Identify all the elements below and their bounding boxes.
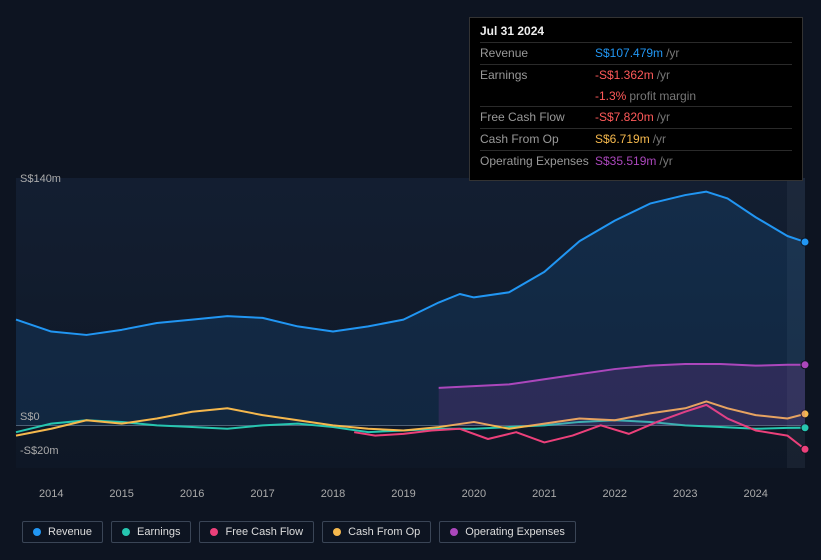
legend-item-label: Revenue — [48, 526, 92, 538]
legend-item-label: Cash From Op — [348, 526, 420, 538]
tooltip-row: Free Cash Flow-S$7.820m /yr — [480, 106, 792, 128]
chart-svg — [16, 178, 805, 468]
series-end-dot-revenue — [801, 238, 809, 246]
tooltip-row: RevenueS$107.479m /yr — [480, 42, 792, 64]
tooltip-row-unit: /yr — [657, 67, 670, 84]
tooltip-row: Cash From OpS$6.719m /yr — [480, 128, 792, 150]
x-axis-tick-label: 2016 — [180, 488, 204, 500]
tooltip-row-unit: /yr — [657, 109, 670, 126]
x-axis-tick-label: 2021 — [532, 488, 556, 500]
chart-tooltip: Jul 31 2024 RevenueS$107.479m /yrEarning… — [469, 17, 803, 181]
y-axis-tick-label: S$140m — [20, 173, 61, 185]
legend-dot-icon — [33, 528, 41, 536]
x-axis-tick-label: 2022 — [603, 488, 627, 500]
legend-item-label: Earnings — [137, 526, 180, 538]
x-axis-tick-label: 2020 — [462, 488, 486, 500]
legend-item-label: Operating Expenses — [465, 526, 565, 538]
legend-dot-icon — [122, 528, 130, 536]
tooltip-row-value: -1.3% — [595, 88, 626, 105]
legend-item-earnings[interactable]: Earnings — [111, 521, 191, 543]
legend-item-opex[interactable]: Operating Expenses — [439, 521, 576, 543]
series-end-dot-opex — [801, 361, 809, 369]
y-axis-tick-label: -S$20m — [20, 445, 59, 457]
x-axis-tick-label: 2018 — [321, 488, 345, 500]
tooltip-row-value: -S$1.362m — [595, 67, 654, 84]
tooltip-row-unit: /yr — [666, 45, 679, 62]
tooltip-row: Operating ExpensesS$35.519m /yr — [480, 150, 792, 172]
chart-legend: Revenue Earnings Free Cash Flow Cash From O… — [22, 521, 576, 543]
tooltip-row: Earnings-S$1.362m /yr — [480, 64, 792, 86]
tooltip-row-unit: /yr — [653, 131, 666, 148]
legend-item-revenue[interactable]: Revenue — [22, 521, 103, 543]
y-axis-tick-label: S$0 — [20, 411, 40, 423]
x-axis-tick-label: 2015 — [109, 488, 133, 500]
legend-dot-icon — [210, 528, 218, 536]
legend-dot-icon — [450, 528, 458, 536]
tooltip-row: -1.3% profit margin — [480, 86, 792, 107]
tooltip-row-value: S$107.479m — [595, 45, 663, 62]
x-axis-tick-label: 2024 — [743, 488, 767, 500]
tooltip-row-label: Earnings — [480, 67, 595, 84]
tooltip-row-value: S$35.519m — [595, 153, 656, 170]
x-axis-tick-label: 2014 — [39, 488, 63, 500]
legend-item-label: Free Cash Flow — [225, 526, 303, 538]
tooltip-row-value: S$6.719m — [595, 131, 650, 148]
legend-dot-icon — [333, 528, 341, 536]
tooltip-row-label — [480, 88, 595, 105]
legend-item-cfo[interactable]: Cash From Op — [322, 521, 431, 543]
tooltip-row-unit: profit margin — [629, 88, 696, 105]
tooltip-row-unit: /yr — [659, 153, 672, 170]
tooltip-row-value: -S$7.820m — [595, 109, 654, 126]
x-axis-tick-label: 2019 — [391, 488, 415, 500]
x-axis-tick-label: 2023 — [673, 488, 697, 500]
tooltip-row-label: Free Cash Flow — [480, 109, 595, 126]
tooltip-row-label: Revenue — [480, 45, 595, 62]
tooltip-date: Jul 31 2024 — [480, 24, 792, 38]
tooltip-row-label: Operating Expenses — [480, 153, 595, 170]
x-axis-tick-label: 2017 — [250, 488, 274, 500]
tooltip-row-label: Cash From Op — [480, 131, 595, 148]
legend-item-fcf[interactable]: Free Cash Flow — [199, 521, 314, 543]
series-end-dot-fcf — [801, 445, 809, 453]
